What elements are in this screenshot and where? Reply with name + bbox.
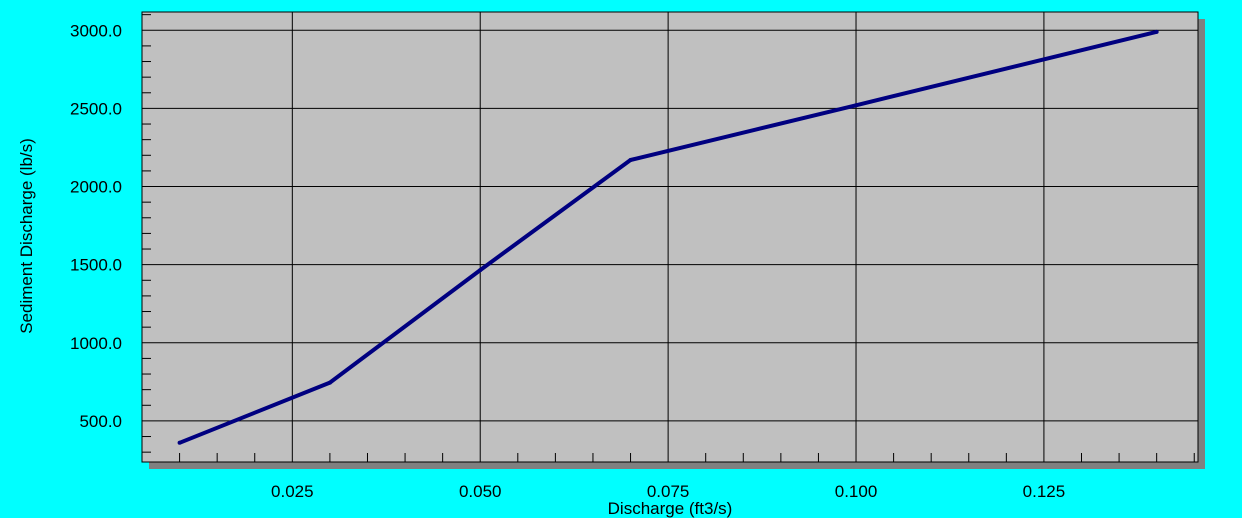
x-tick-label: 0.075 [647, 482, 690, 501]
y-tick-label: 2000.0 [70, 178, 122, 197]
series-layer [177, 29, 1159, 445]
x-axis-label: Discharge (ft3/s) [608, 499, 733, 518]
x-tick-label: 0.050 [459, 482, 502, 501]
y-tick-label: 500.0 [79, 412, 122, 431]
y-tick-label: 1500.0 [70, 256, 122, 275]
y-tick-label: 1000.0 [70, 334, 122, 353]
series-line [178, 29, 1158, 445]
x-tick-label: 0.100 [835, 482, 878, 501]
data-point [1154, 29, 1159, 34]
y-tick-labels: 500.0 1000.0 1500.0 2000.0 2500.0 3000.0 [70, 21, 122, 431]
x-tick-label: 0.025 [271, 482, 314, 501]
data-point [327, 380, 332, 385]
y-tick-label: 2500.0 [70, 99, 122, 118]
grid-lines [142, 12, 1198, 462]
minor-ticks [142, 14, 1195, 462]
x-tick-label: 0.125 [1023, 482, 1066, 501]
x-tick-labels: 0.025 0.050 0.075 0.100 0.125 [271, 482, 1065, 501]
data-point [478, 268, 483, 273]
data-point [854, 103, 859, 108]
data-point [628, 157, 633, 162]
y-axis-label: Sediment Discharge (lb/s) [17, 138, 36, 334]
y-tick-label: 3000.0 [70, 21, 122, 40]
data-point [177, 440, 182, 445]
